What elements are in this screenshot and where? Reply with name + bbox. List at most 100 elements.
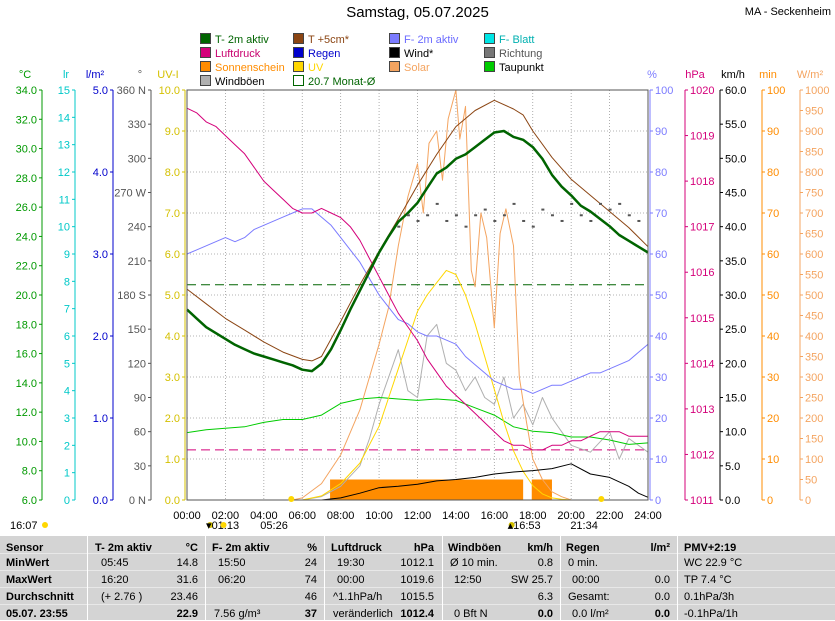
legend-label: T +5cm* bbox=[308, 34, 350, 46]
axis-tick-label: 7 bbox=[64, 304, 70, 316]
axis-tick-label: 150 bbox=[805, 434, 823, 446]
sunshine-bar bbox=[464, 479, 476, 500]
stats-unit-rain: l/m² bbox=[650, 542, 670, 554]
direction-point bbox=[454, 214, 458, 217]
sunshine-bar bbox=[378, 479, 389, 500]
axis-tick-label: 9 bbox=[64, 249, 70, 261]
axis-tick-label: 2.0 bbox=[93, 331, 108, 343]
chart-title: Samstag, 05.07.2025 bbox=[346, 4, 489, 21]
axis-tick-label: 50 bbox=[805, 475, 817, 487]
stats-header-sensor: Sensor bbox=[6, 542, 44, 554]
sunshine-bar bbox=[330, 479, 341, 500]
axis-tick-label: 11 bbox=[59, 194, 70, 206]
legend-swatch bbox=[200, 33, 211, 44]
stats-wind-beaufort: 0 Bft N bbox=[454, 608, 488, 620]
axis-tick-label: 90 bbox=[767, 126, 779, 138]
legend-label: F- Blatt bbox=[499, 34, 535, 46]
axis-tick-label: 20 bbox=[767, 413, 779, 425]
axis-tick-label: 14.0 bbox=[16, 378, 37, 390]
axis-tick-label: 20 bbox=[655, 413, 667, 425]
axis-tick-label: 40 bbox=[767, 331, 779, 343]
axis-tick-label: 1019 bbox=[690, 131, 714, 143]
axis-tick-label: 14 bbox=[58, 112, 70, 124]
axis-tick-label: 1012 bbox=[690, 449, 714, 461]
sun-icon bbox=[220, 522, 227, 528]
stats-column-sensor: Sensor MinWert MaxWert Durchschnitt 05.0… bbox=[6, 536, 86, 620]
legend-swatch bbox=[389, 47, 400, 58]
axis-tick-label: 300 bbox=[805, 372, 823, 384]
stats-press-min-time: 19:30 bbox=[337, 557, 365, 569]
moon-time-right: ▴16:53 bbox=[508, 520, 541, 532]
axis-tick-label: 80 bbox=[655, 167, 667, 179]
legend-label: T- 2m aktiv bbox=[215, 34, 269, 46]
stats-column-pmv: PMV+2:19 WC 22.9 °C TP 7.4 °C 0.1hPa/3h … bbox=[684, 536, 794, 620]
direction-point bbox=[416, 219, 420, 222]
legend-swatch bbox=[200, 47, 211, 58]
series-line-taupunkt bbox=[186, 397, 649, 445]
axis-tick-label: 25.0 bbox=[725, 324, 746, 336]
series-line-uv bbox=[187, 269, 648, 501]
stats-wind-avg-value: 6.3 bbox=[537, 591, 553, 603]
stats-wind-max-value: SW 25.7 bbox=[510, 574, 553, 586]
axis-unit-solar: W/m² bbox=[797, 69, 824, 81]
axis-tick-label: 2.0 bbox=[165, 413, 180, 425]
series-line-luftdruck bbox=[186, 107, 648, 451]
sunshine-bar bbox=[493, 479, 504, 500]
axis-tick-label: 10 bbox=[58, 222, 70, 234]
stats-temp-max-value: 31.6 bbox=[176, 574, 198, 586]
legend-item-2: F- 2m aktiv bbox=[389, 33, 458, 46]
sunshine-bar bbox=[483, 479, 495, 500]
axis-tick-label: 20.0 bbox=[16, 290, 37, 302]
stats-header-rain: Regen bbox=[566, 542, 600, 554]
legend-label: Richtung bbox=[499, 48, 543, 60]
axis-tick-label: 0 N bbox=[129, 495, 146, 507]
stats-wind-current-value: 0.0 bbox=[537, 608, 553, 620]
stats-column-wind: Windböen km/h Ø 10 min. 0.8 12:50 SW 25.7 6… bbox=[448, 536, 555, 620]
axis-tick-label: 32.0 bbox=[16, 114, 37, 126]
legend-item-6: Wind* bbox=[389, 47, 433, 60]
direction-point bbox=[560, 219, 564, 222]
stats-unit-pressure: hPa bbox=[413, 542, 434, 554]
axis-tick-label: 240 bbox=[128, 222, 146, 234]
axis-tick-label: 100 bbox=[655, 85, 673, 97]
legend-label: Solar bbox=[404, 62, 430, 74]
stats-dewpoint: TP 7.4 °C bbox=[684, 574, 732, 586]
stats-label-current: 05.07. 23:55 bbox=[6, 608, 68, 620]
moon-icon bbox=[508, 522, 515, 528]
x-tick-label: 20:00 bbox=[557, 510, 585, 522]
legend-item-1: T +5cm* bbox=[293, 33, 349, 46]
axis-unit-min: min bbox=[759, 69, 777, 81]
axis-tick-label: 360 N bbox=[117, 85, 146, 97]
axis-tick-label: 1020 bbox=[690, 85, 714, 97]
stats-press-max-value: 1019.6 bbox=[400, 574, 434, 586]
axis-tick-label: 80 bbox=[767, 167, 779, 179]
stats-header-pressure: Luftdruck bbox=[331, 542, 382, 554]
axis-tick-label: 90 bbox=[134, 393, 146, 405]
axis-dir: 360 N 330 300 270 W 240 210 180 S 150 120 90 60 30 0… bbox=[114, 69, 152, 507]
stats-header-wind: Windböen bbox=[448, 542, 502, 554]
sunshine-bar bbox=[358, 479, 370, 500]
axis-tick-label: 60 bbox=[134, 427, 146, 439]
stats-hum-max-time: 06:20 bbox=[218, 574, 246, 586]
axis-tick-label: 180 S bbox=[117, 290, 146, 302]
legend-label: UV bbox=[308, 62, 324, 74]
axis-tick-label: 30 bbox=[655, 372, 667, 384]
axis-tick-label: 28.0 bbox=[16, 173, 37, 185]
direction-point bbox=[522, 219, 526, 222]
direction-point bbox=[637, 219, 641, 222]
axis-uv: 10.0 9.0 8.0 7.0 6.0 5.0 4.0 3.0 2.0 1.0 0.0 UV-I bbox=[157, 69, 186, 507]
axis-tick-label: 700 bbox=[805, 208, 823, 220]
stats-hum-min-time: 15:50 bbox=[218, 557, 246, 569]
axis-tick-label: 850 bbox=[805, 147, 823, 159]
series-line-t-5cm- bbox=[186, 99, 649, 362]
axis-tick-label: 330 bbox=[128, 119, 146, 131]
axis-tick-label: 3.0 bbox=[165, 372, 180, 384]
axis-tick-label: 1017 bbox=[690, 222, 714, 234]
axis-tick-label: 400 bbox=[805, 331, 823, 343]
axis-tick-label: 200 bbox=[805, 413, 823, 425]
sunset-icon bbox=[598, 496, 605, 502]
axis-tick-label: 8.0 bbox=[22, 466, 37, 478]
sunshine-bar bbox=[397, 479, 408, 500]
x-tick-label: 10:00 bbox=[365, 510, 393, 522]
x-tick-label: 08:00 bbox=[327, 510, 355, 522]
